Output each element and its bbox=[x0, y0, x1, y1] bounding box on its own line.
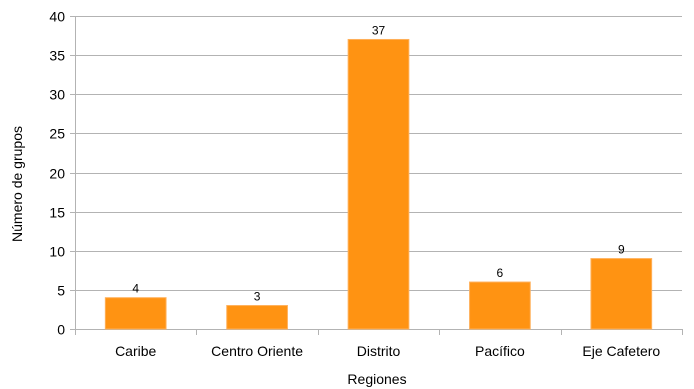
y-tick-label: 15 bbox=[49, 205, 65, 221]
bar-distrito bbox=[347, 38, 410, 330]
axes bbox=[70, 16, 683, 335]
x-tick-label: Distrito bbox=[357, 343, 401, 359]
bar-pac-fico bbox=[469, 281, 531, 330]
data-label: 9 bbox=[618, 243, 625, 257]
y-axis-title: Número de grupos bbox=[9, 126, 25, 242]
bar-centro-oriente bbox=[226, 305, 288, 330]
x-tick-label: Pacífico bbox=[475, 343, 525, 359]
labels: 0 5 10 15 20 25 30 35 40 4 Caribe 3 Centro Oriente 37… bbox=[49, 9, 660, 360]
data-label: 4 bbox=[132, 282, 139, 296]
y-tick-label: 40 bbox=[49, 9, 65, 25]
bar-eje-cafetero bbox=[590, 258, 653, 330]
data-label: 6 bbox=[497, 266, 504, 280]
y-tick-label: 25 bbox=[49, 126, 65, 142]
y-tick-label: 20 bbox=[49, 166, 65, 182]
x-axis-title: Regiones bbox=[347, 371, 406, 387]
y-tick-label: 0 bbox=[57, 322, 65, 338]
y-tick-label: 35 bbox=[49, 48, 65, 64]
y-tick-label: 10 bbox=[49, 244, 65, 260]
bars bbox=[104, 38, 653, 330]
x-tick-label: Centro Oriente bbox=[211, 343, 303, 359]
bar-caribe bbox=[104, 297, 167, 330]
data-label: 3 bbox=[254, 290, 261, 304]
x-tick-label: Eje Cafetero bbox=[582, 343, 660, 359]
y-tick-label: 30 bbox=[49, 87, 65, 103]
data-label: 37 bbox=[372, 23, 386, 37]
y-tick-label: 5 bbox=[57, 283, 65, 299]
x-tick-label: Caribe bbox=[115, 343, 156, 359]
